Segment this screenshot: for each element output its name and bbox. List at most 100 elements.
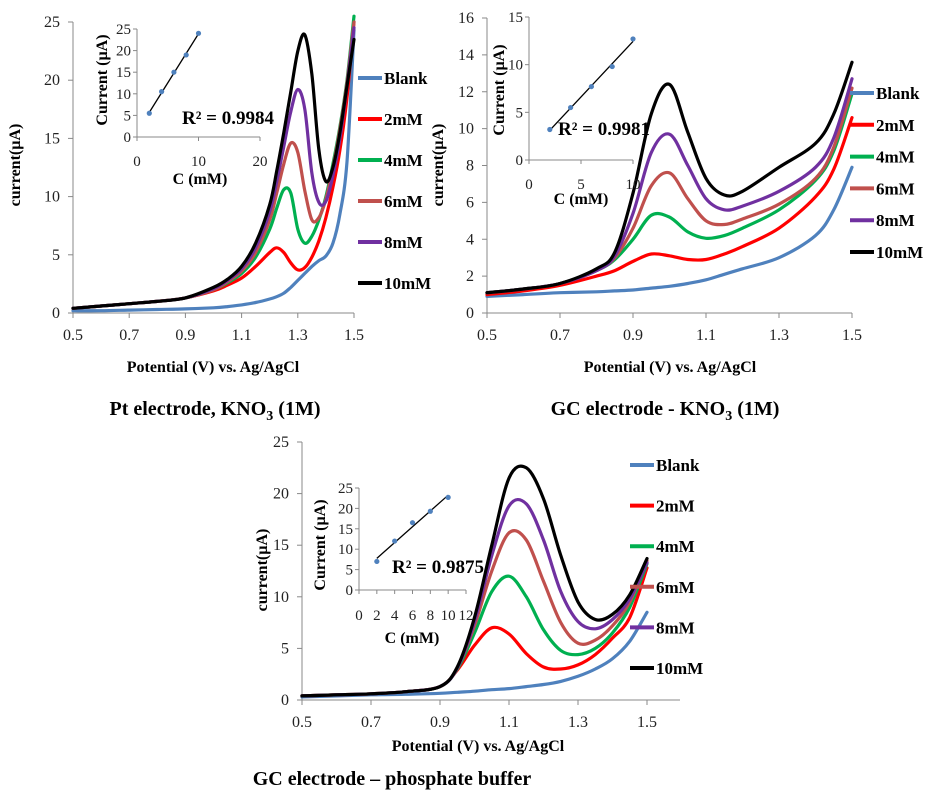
y-tick-label: 5 xyxy=(52,247,60,264)
legend-item-10mm: 10mM xyxy=(850,243,923,262)
inset-y-tick-label: 0 xyxy=(346,583,354,599)
y-tick-label: 0 xyxy=(466,305,474,322)
x-tick-label: 0.7 xyxy=(550,327,570,344)
legend-label: 8mM xyxy=(656,618,695,637)
inset-data-point xyxy=(427,508,433,514)
inset-x-tick-label: 20 xyxy=(253,154,268,170)
y-tick-label: 14 xyxy=(458,47,474,64)
x-tick-label: 0.9 xyxy=(175,327,195,344)
y-tick-label: 15 xyxy=(44,130,60,147)
inset-y-tick-label: 10 xyxy=(508,58,523,74)
legend-item-6mm: 6mM xyxy=(358,192,423,211)
inset-data-point xyxy=(568,104,574,111)
inset-y-tick-label: 15 xyxy=(508,10,523,26)
y-tick-label: 12 xyxy=(458,84,474,101)
legend-label: 6mM xyxy=(656,578,695,597)
inset-y-axis-title: Current (µA) xyxy=(94,34,111,125)
legend-label: 2mM xyxy=(876,116,915,135)
legend-item-4mm: 4mM xyxy=(630,537,695,556)
r-squared-label: R² = 0.9981 xyxy=(558,119,650,140)
r-squared-label: R² = 0.9984 xyxy=(182,108,274,129)
inset-y-tick-label: 10 xyxy=(338,542,353,558)
y-tick-label: 25 xyxy=(44,14,60,31)
legend-item-blank: Blank xyxy=(850,84,920,103)
x-tick-label: 0.9 xyxy=(623,327,643,344)
legend-label: 8mM xyxy=(384,233,423,252)
series-line-8mm xyxy=(485,77,854,295)
legend-item-6mm: 6mM xyxy=(850,179,915,198)
x-axis-title: Potential (V) vs. Ag/AgCl xyxy=(584,359,757,376)
inset-data-point xyxy=(374,558,380,565)
y-tick-label: 10 xyxy=(44,189,60,206)
legend-label: 6mM xyxy=(384,192,423,211)
x-tick-label: 1.1 xyxy=(499,714,519,731)
inset-y-tick-label: 20 xyxy=(116,44,131,60)
inset-y-tick-label: 15 xyxy=(116,65,131,81)
caption-text: GC electrode – phosphate buffer xyxy=(253,768,532,790)
y-tick-label: 2 xyxy=(466,268,474,285)
legend-item-10mm: 10mM xyxy=(358,274,431,293)
inset-data-point xyxy=(445,494,451,500)
x-tick-label: 0.9 xyxy=(430,714,450,731)
y-tick-label: 16 xyxy=(458,10,474,27)
inset-x-tick-label: 8 xyxy=(427,608,435,624)
inset-x-tick-label: 10 xyxy=(191,154,206,170)
chart-1: 0 5 10 15 20 25 0.5 0.7 0.9 1.1 1.3 1.5 Potential (V… xyxy=(7,14,431,424)
caption-tail: (1M) xyxy=(273,398,320,420)
series-line-blank xyxy=(485,165,854,298)
legend-item-4mm: 4mM xyxy=(358,151,423,170)
caption-subscript: 3 xyxy=(725,409,732,424)
inset-y-axis-title: Current (µA) xyxy=(312,499,329,590)
x-tick-label: 0.5 xyxy=(477,327,497,344)
x-tick-label: 1.3 xyxy=(288,327,308,344)
series-line-10mm xyxy=(300,464,649,698)
inset-data-point xyxy=(171,69,177,75)
series-line-10mm xyxy=(485,60,854,295)
legend-item-8mm: 8mM xyxy=(358,233,423,252)
inset-x-axis-title: C (mM) xyxy=(173,171,228,188)
r-squared-label: R² = 0.9875 xyxy=(392,557,484,578)
inset-x-tick-label: 0 xyxy=(133,154,141,170)
inset-x-tick-label: 10 xyxy=(626,177,641,193)
legend-item-8mm: 8mM xyxy=(630,618,695,637)
inset-y-tick-label: 5 xyxy=(124,108,132,124)
y-tick-label: 10 xyxy=(458,121,474,138)
x-tick-label: 1.1 xyxy=(696,327,716,344)
legend-item-10mm: 10mM xyxy=(630,659,703,678)
inset-data-point xyxy=(159,89,165,95)
caption-text: Pt electrode, KNO xyxy=(110,398,267,420)
y-tick-label: 10 xyxy=(273,589,289,606)
x-tick-label: 1.3 xyxy=(568,714,588,731)
inset-x-tick-label: 5 xyxy=(577,177,585,193)
y-tick-label: 0 xyxy=(281,692,289,709)
inset-x-tick-label: 4 xyxy=(391,608,399,624)
x-tick-label: 1.5 xyxy=(344,327,364,344)
legend-item-2mm: 2mM xyxy=(850,116,915,135)
chart-2: 0 2 4 6 8 10 12 14 16 0.5 0.7 0.9 1.1 1.3 1.5 Potential… xyxy=(430,10,923,424)
series-line-blank xyxy=(300,610,649,699)
x-tick-label: 1.3 xyxy=(769,327,789,344)
legend-item-8mm: 8mM xyxy=(850,211,915,230)
inset-y-tick-label: 15 xyxy=(338,522,353,538)
inset-y-axis-title: Current (µA) xyxy=(491,44,508,135)
series-line-10mm xyxy=(71,32,356,310)
y-tick-label: 8 xyxy=(466,158,474,175)
inset-data-point xyxy=(146,110,152,116)
inset-data-point xyxy=(409,520,416,526)
series-line-blank xyxy=(71,28,356,313)
legend-label: 10mM xyxy=(656,659,703,678)
legend-item-6mm: 6mM xyxy=(630,578,695,597)
x-tick-label: 1.1 xyxy=(232,327,252,344)
inset-x-tick-label: 2 xyxy=(373,608,381,624)
inset-calibration-chart: 0 5 10 15 0 5 10 C (mM) Current (µA) R² = 0.9981 xyxy=(491,10,650,208)
legend-label: 8mM xyxy=(876,211,915,230)
legend-label: 4mM xyxy=(656,537,695,556)
legend-label: 4mM xyxy=(384,151,423,170)
inset-data-point xyxy=(630,36,636,42)
legend-label: 10mM xyxy=(876,243,923,262)
legend-label: 2mM xyxy=(384,110,423,129)
legend-label: 10mM xyxy=(384,274,431,293)
inset-trendline xyxy=(376,494,449,559)
inset-x-tick-label: 12 xyxy=(459,608,474,624)
